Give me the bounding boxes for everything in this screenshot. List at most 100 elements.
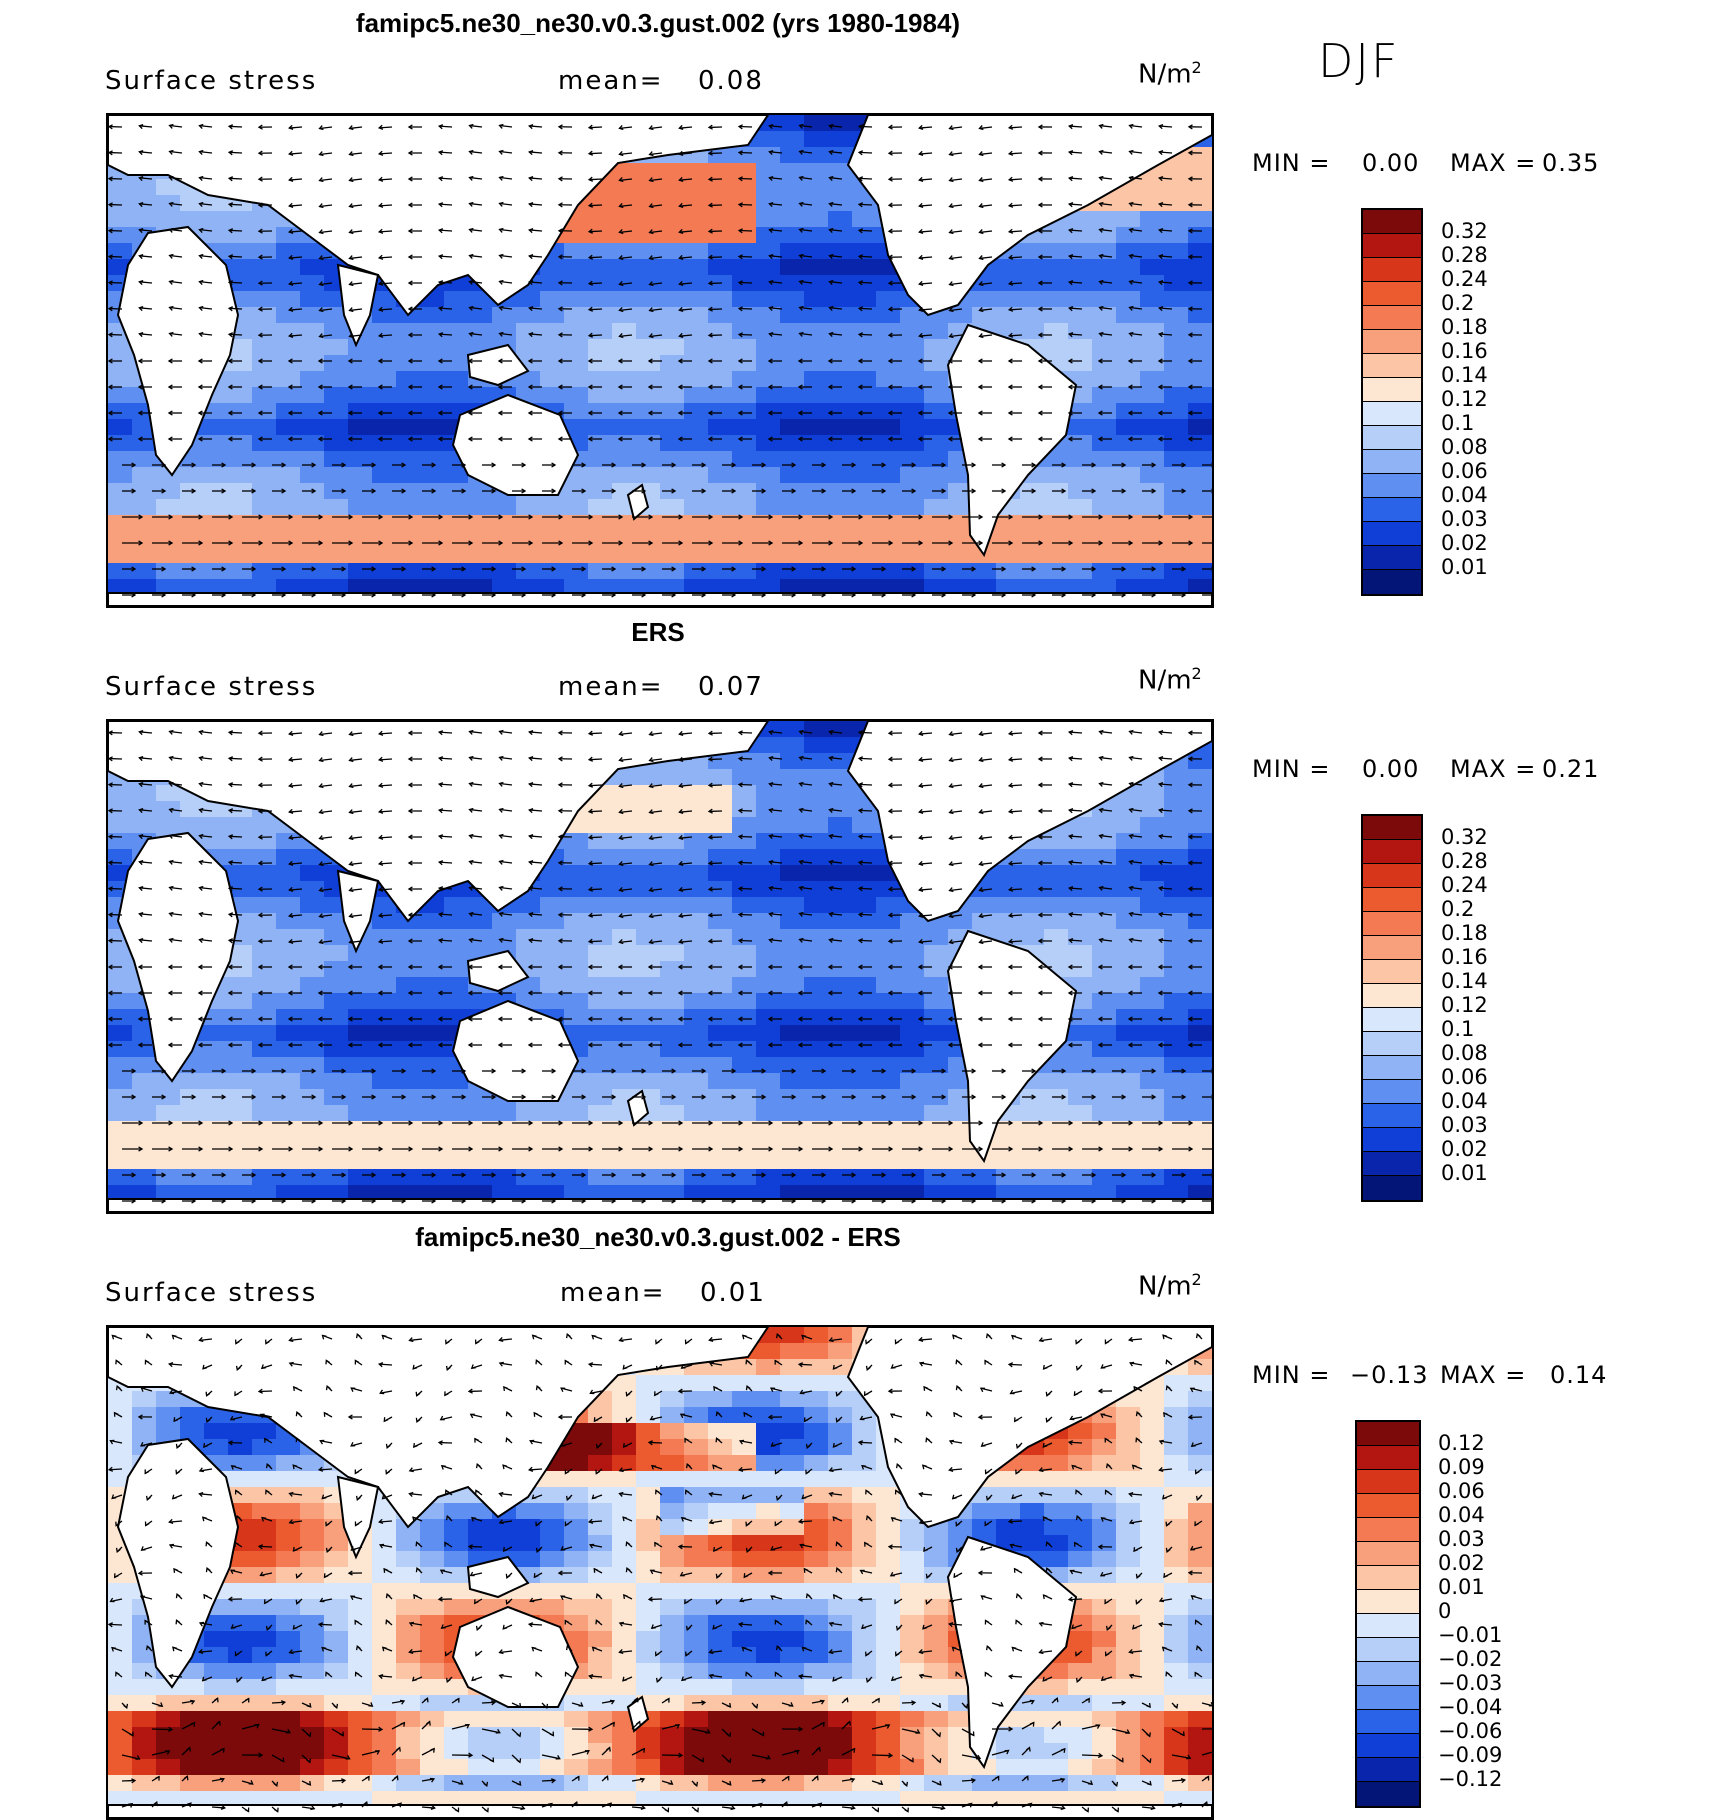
min-value: 0.00 (1362, 149, 1419, 177)
colorbar-swatch (1357, 1686, 1419, 1710)
map-frame (106, 1325, 1214, 1820)
colorbar-tick-label: 0.32 (1441, 825, 1488, 849)
mean-label: mean= (558, 672, 664, 702)
colorbar-tick-label: 0.02 (1441, 1137, 1488, 1161)
colorbar-swatch (1363, 258, 1421, 282)
colorbar-tick-label: 0.1 (1441, 411, 1474, 435)
colorbar-swatch (1363, 234, 1421, 258)
map-frame (106, 719, 1214, 1214)
colorbar-swatch (1357, 1710, 1419, 1734)
mean-label: mean= (560, 1278, 666, 1308)
colorbar-swatch (1363, 450, 1421, 474)
max-value: 0.35 (1542, 149, 1599, 177)
colorbar-swatch (1363, 210, 1421, 234)
colorbar-swatch (1363, 1104, 1421, 1128)
mean-value: 0.08 (698, 66, 764, 96)
colorbar-tick-label: −0.06 (1438, 1719, 1502, 1743)
colorbar-tick-label: 0.12 (1441, 993, 1488, 1017)
colorbar-tick-label: 0.01 (1438, 1575, 1485, 1599)
colorbar-tick-label: 0.1 (1441, 1017, 1474, 1041)
colorbar-tick-label: 0.24 (1441, 267, 1488, 291)
max-value: 0.21 (1542, 755, 1599, 783)
colorbar-swatch (1357, 1566, 1419, 1590)
colorbar-tick-label: 0.03 (1441, 1113, 1488, 1137)
colorbar (1361, 208, 1423, 596)
colorbar-tick-label: −0.02 (1438, 1647, 1502, 1671)
colorbar-tick-label: 0.24 (1441, 873, 1488, 897)
coastline (108, 1805, 1212, 1818)
colorbar-tick-label: 0.14 (1441, 363, 1488, 387)
mean-label: mean= (558, 66, 664, 96)
colorbar-tick-label: 0.14 (1441, 969, 1488, 993)
colorbar-swatch (1363, 378, 1421, 402)
colorbar-tick-label: 0.12 (1438, 1431, 1485, 1455)
colorbar-tick-label: 0.04 (1441, 483, 1488, 507)
colorbar-swatch (1363, 570, 1421, 594)
colorbar-swatch (1363, 1152, 1421, 1176)
colorbar-swatch (1357, 1494, 1419, 1518)
colorbar-tick-label: 0.01 (1441, 555, 1488, 579)
colorbar-tick-label: 0.04 (1438, 1503, 1485, 1527)
surface-stress-map (108, 1327, 1212, 1818)
colorbar-swatch (1357, 1542, 1419, 1566)
colorbar-swatch (1363, 1128, 1421, 1152)
colorbar-swatch (1363, 816, 1421, 840)
colorbar (1361, 814, 1423, 1202)
field-label: Surface stress (105, 66, 317, 96)
colorbar-tick-label: −0.04 (1438, 1695, 1502, 1719)
colorbar-swatch (1363, 1032, 1421, 1056)
colorbar-tick-label: −0.09 (1438, 1743, 1502, 1767)
colorbar-swatch (1363, 282, 1421, 306)
colorbar-tick-label: 0 (1438, 1599, 1451, 1623)
colorbar-tick-label: 0.18 (1441, 921, 1488, 945)
colorbar-tick-label: 0.06 (1438, 1479, 1485, 1503)
colorbar-swatch (1357, 1782, 1419, 1806)
colorbar-swatch (1363, 1176, 1421, 1200)
colorbar-tick-label: 0.08 (1441, 435, 1488, 459)
map-frame (106, 113, 1214, 608)
panel-title: famipc5.ne30_ne30.v0.3.gust.002 (yrs 198… (106, 8, 1210, 39)
season-label: DJF (1318, 34, 1399, 88)
colorbar-tick-label: 0.04 (1441, 1089, 1488, 1113)
colorbar-swatch (1357, 1638, 1419, 1662)
colorbar-swatch (1357, 1470, 1419, 1494)
colorbar-swatch (1363, 960, 1421, 984)
min-label: MIN = (1252, 149, 1330, 177)
colorbar-tick-label: 0.01 (1441, 1161, 1488, 1185)
colorbar-swatch (1363, 426, 1421, 450)
colorbar-swatch (1363, 306, 1421, 330)
colorbar-tick-label: 0.28 (1441, 849, 1488, 873)
colorbar-swatch (1363, 354, 1421, 378)
colorbar-tick-label: −0.03 (1438, 1671, 1502, 1695)
colorbar-tick-label: 0.16 (1441, 945, 1488, 969)
colorbar-swatch (1363, 1056, 1421, 1080)
colorbar-swatch (1363, 840, 1421, 864)
colorbar-swatch (1357, 1590, 1419, 1614)
colorbar-swatch (1363, 936, 1421, 960)
colorbar-tick-label: 0.03 (1441, 507, 1488, 531)
panel-title: famipc5.ne30_ne30.v0.3.gust.002 - ERS (106, 1222, 1210, 1253)
colorbar-tick-label: 0.12 (1441, 387, 1488, 411)
max-label: MAX = (1450, 149, 1536, 177)
colorbar-tick-label: 0.09 (1438, 1455, 1485, 1479)
colorbar-swatch (1363, 1080, 1421, 1104)
colorbar-swatch (1357, 1758, 1419, 1782)
max-label: MAX = (1440, 1361, 1526, 1389)
colorbar-tick-label: 0.32 (1441, 219, 1488, 243)
units-label: N/m2 (1138, 1270, 1202, 1302)
colorbar-swatch (1357, 1518, 1419, 1542)
colorbar-tick-label: −0.01 (1438, 1623, 1502, 1647)
colorbar-swatch (1363, 912, 1421, 936)
max-value: 0.14 (1550, 1361, 1607, 1389)
colorbar-tick-label: 0.06 (1441, 1065, 1488, 1089)
surface-stress-map (108, 115, 1212, 606)
colorbar-swatch (1363, 474, 1421, 498)
min-label: MIN = (1252, 755, 1330, 783)
colorbar-tick-label: 0.06 (1441, 459, 1488, 483)
colorbar-tick-label: 0.02 (1438, 1551, 1485, 1575)
colorbar-tick-label: 0.08 (1441, 1041, 1488, 1065)
colorbar-swatch (1363, 546, 1421, 570)
colorbar-tick-label: 0.2 (1441, 897, 1474, 921)
min-value: −0.13 (1350, 1361, 1429, 1389)
mean-value: 0.01 (700, 1278, 766, 1308)
